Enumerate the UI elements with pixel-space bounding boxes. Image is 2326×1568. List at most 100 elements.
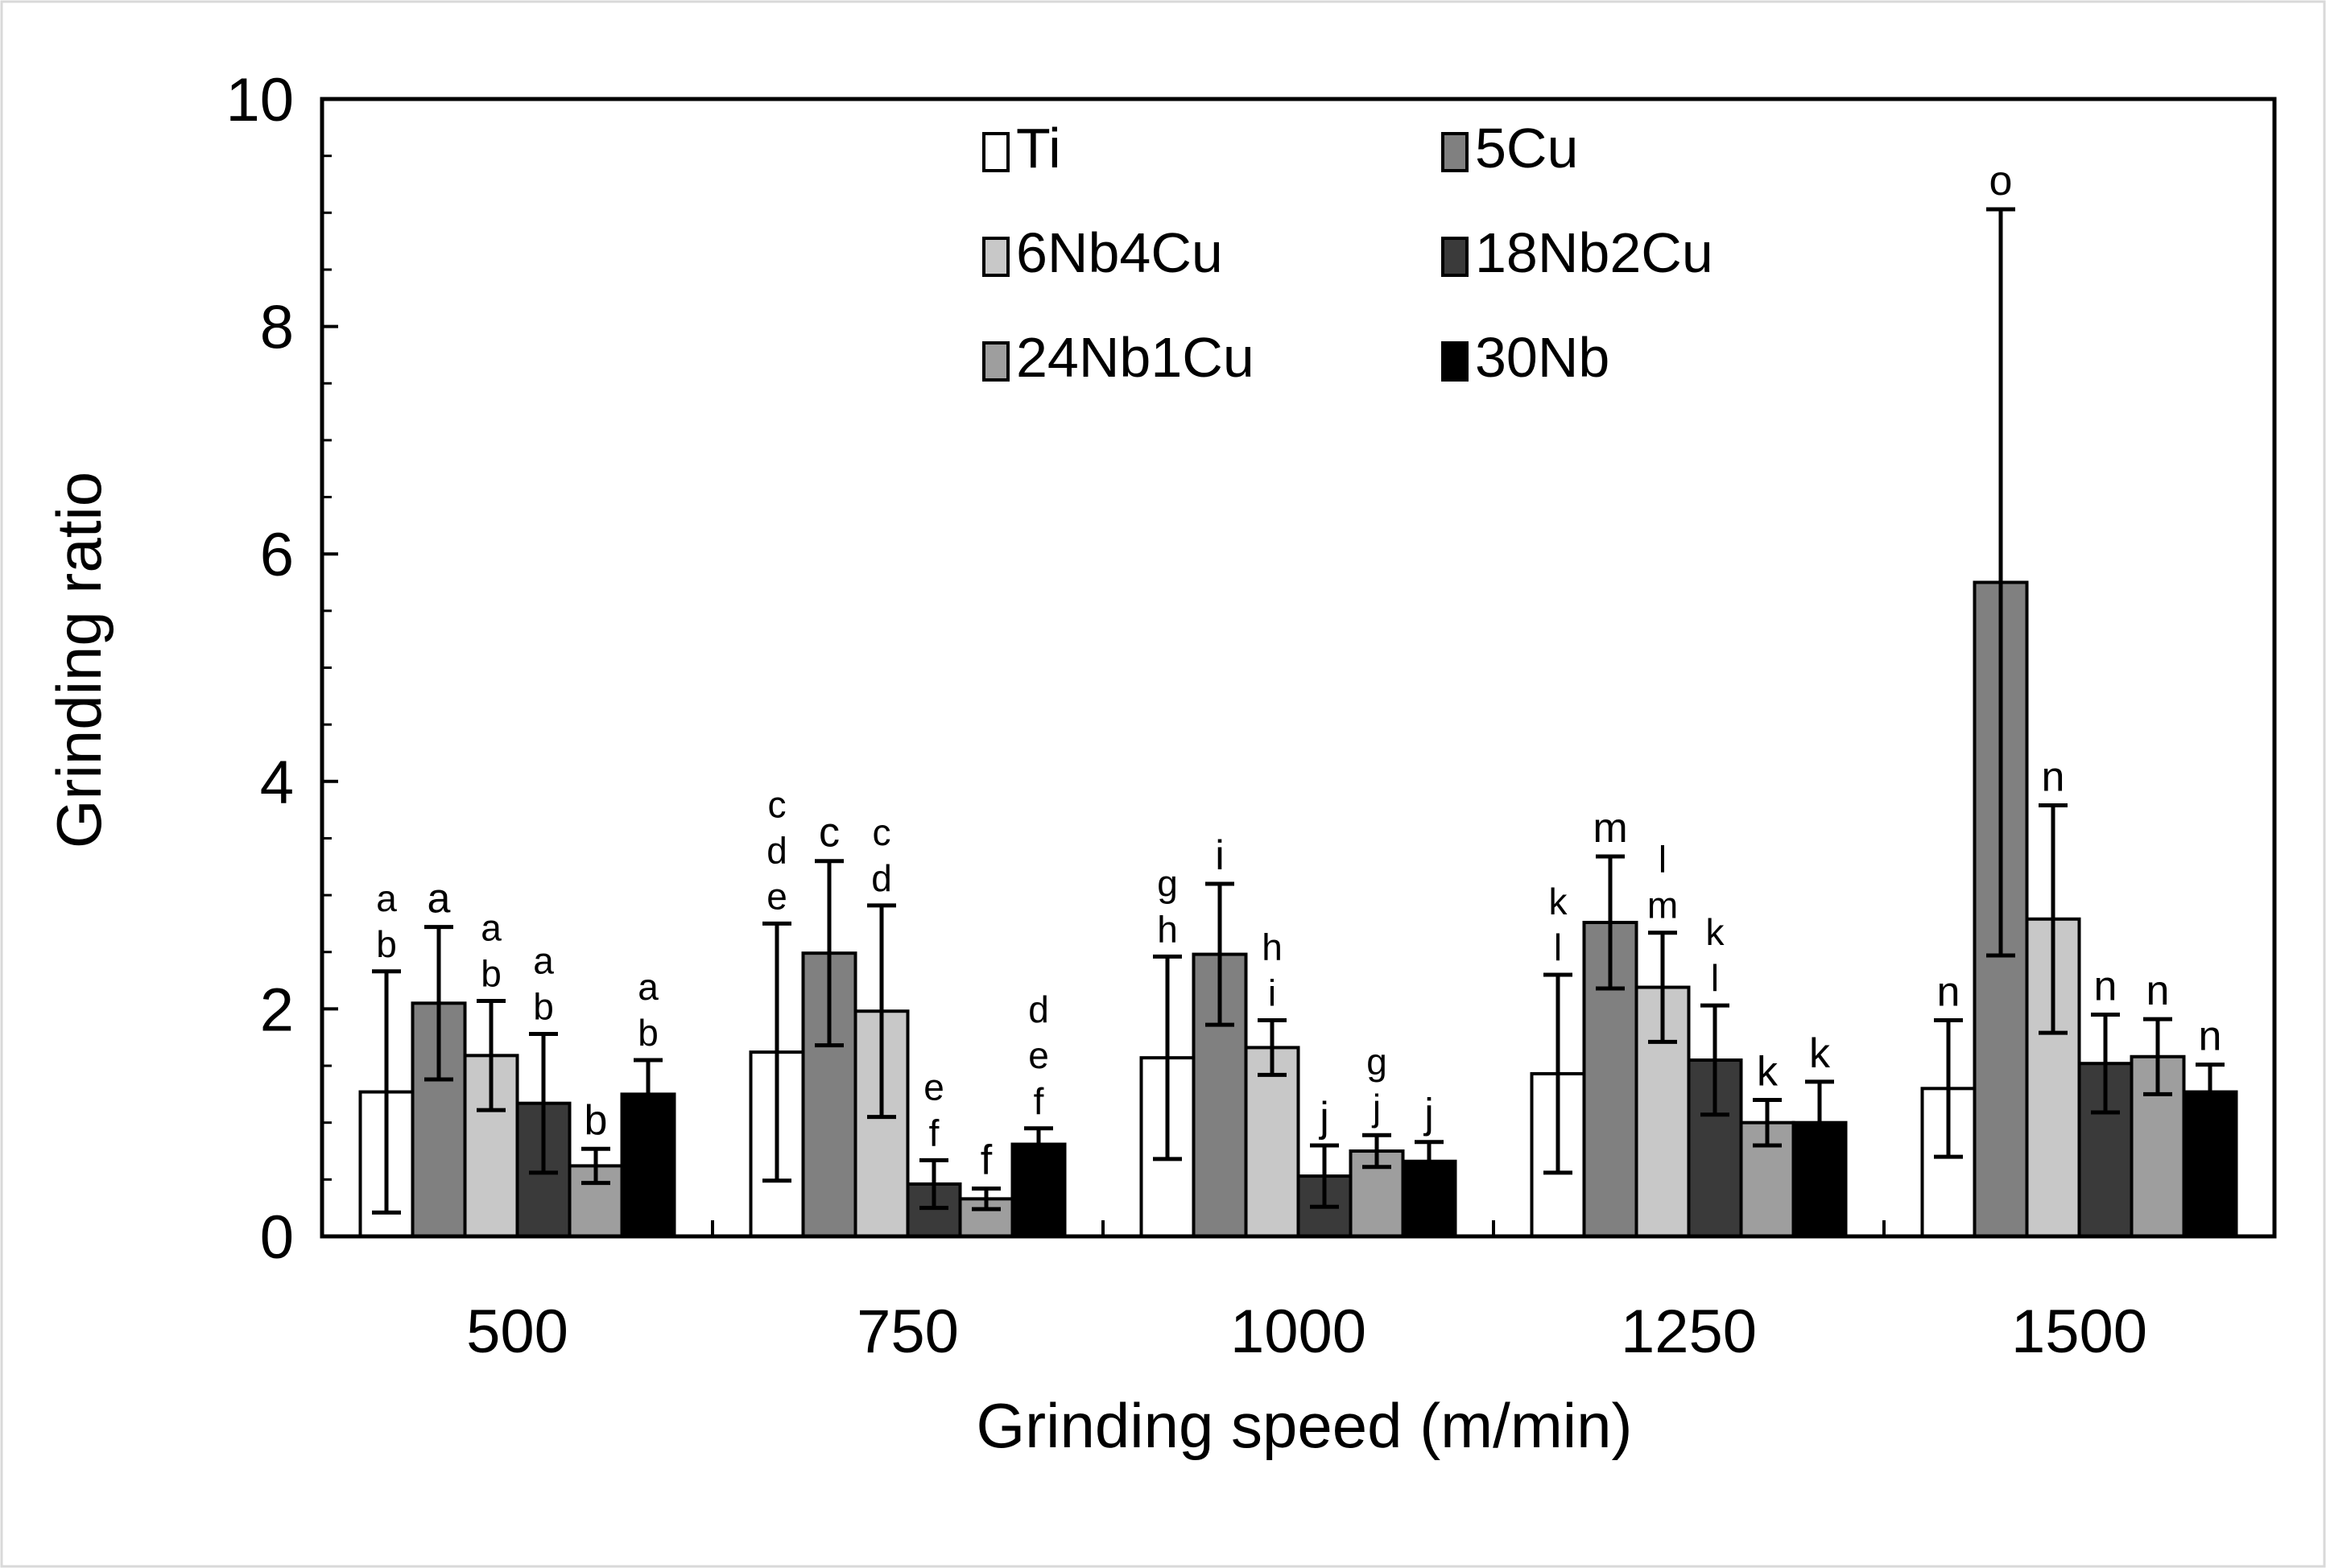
significance-letter-line: f bbox=[981, 1137, 993, 1184]
y-tick-label-6: 6 bbox=[260, 521, 294, 589]
significance-letter-line: a bbox=[481, 907, 502, 949]
legend-swatch-18nb2cu bbox=[1441, 237, 1469, 277]
significance-letter-line: k bbox=[1809, 1030, 1831, 1077]
y-tick-label-4: 4 bbox=[260, 749, 294, 817]
significance-letter-line: b bbox=[481, 953, 502, 995]
axes-layer: 0 2 4 6 8 10 500 750 1000 1250 1500 bbox=[225, 66, 2277, 1366]
y-tick-label-2: 2 bbox=[260, 976, 294, 1044]
labels-layer: a baa b a bba bc d ec c de ffd e fg hih ijg j jk lml mk lk k… bbox=[376, 158, 2221, 1184]
legend-swatch-24nb1cu bbox=[982, 341, 1010, 382]
significance-letter-line: d bbox=[766, 829, 787, 871]
legend-label-30nb: 30Nb bbox=[1475, 326, 1609, 389]
legend: Ti 5Cu 6Nb4Cu 18Nb2Cu 24Nb1Cu 30Nb bbox=[982, 117, 1713, 389]
significance-letter-6nb4cu-1500: n bbox=[2042, 753, 2065, 800]
significance-letter-line: l bbox=[1659, 839, 1667, 881]
y-tick-label-0: 0 bbox=[260, 1203, 294, 1272]
significance-letter-line: g bbox=[1157, 862, 1178, 904]
significance-letter-line: l bbox=[1554, 926, 1562, 968]
significance-letter-30nb-1000: j bbox=[1423, 1091, 1434, 1137]
significance-letter-line: c bbox=[768, 783, 787, 825]
legend-swatch-5cu bbox=[1441, 132, 1469, 172]
bars-layer bbox=[358, 207, 2238, 1239]
significance-letter-line: n bbox=[1937, 969, 1960, 1016]
significance-letter-5cu-1000: i bbox=[1215, 832, 1225, 879]
y-tick-label-8: 8 bbox=[260, 294, 294, 362]
significance-letter-line: m bbox=[1647, 885, 1678, 926]
significance-letter-line: k bbox=[1549, 881, 1568, 922]
significance-letter-line: j bbox=[1318, 1094, 1329, 1141]
significance-letter-line: n bbox=[2146, 968, 2170, 1014]
significance-letter-18nb2cu-1500: n bbox=[2094, 963, 2117, 1009]
significance-letter-line: i bbox=[1215, 832, 1225, 879]
significance-letter-line: f bbox=[1034, 1080, 1044, 1122]
significance-letter-5cu-750: c bbox=[819, 810, 840, 856]
x-tick-label-750: 750 bbox=[857, 1298, 959, 1366]
legend-swatch-ti bbox=[982, 132, 1010, 172]
significance-letter-line: f bbox=[929, 1112, 940, 1153]
significance-letter-line: j bbox=[1371, 1087, 1381, 1129]
significance-letter-line: g bbox=[1366, 1041, 1387, 1083]
significance-letter-24nb1cu-500: b bbox=[585, 1097, 608, 1144]
significance-letter-30nb-1500: n bbox=[2199, 1013, 2222, 1060]
significance-letter-line: b bbox=[638, 1012, 659, 1054]
significance-letter-line: i bbox=[1268, 972, 1276, 1014]
significance-letter-line: b bbox=[376, 923, 397, 965]
significance-letter-line: c bbox=[819, 810, 840, 856]
significance-letter-5cu-1250: m bbox=[1593, 805, 1627, 852]
y-axis-title: Grinding ratio bbox=[43, 472, 114, 848]
x-tick-label-1250: 1250 bbox=[1621, 1298, 1757, 1366]
legend-swatch-30nb bbox=[1441, 341, 1469, 382]
significance-letter-line: c bbox=[873, 811, 891, 853]
significance-letter-line: o bbox=[1989, 158, 2013, 204]
significance-letter-line: n bbox=[2199, 1013, 2222, 1060]
significance-letter-line: e bbox=[766, 875, 787, 917]
legend-swatch-6nb4cu bbox=[982, 237, 1010, 277]
significance-letter-line: j bbox=[1423, 1091, 1434, 1137]
significance-letter-line: d bbox=[871, 857, 892, 899]
significance-letter-line: m bbox=[1593, 805, 1627, 852]
significance-letter-line: b bbox=[585, 1097, 608, 1144]
y-tick-label-10: 10 bbox=[225, 66, 294, 134]
significance-letter-24nb1cu-1250: k bbox=[1757, 1048, 1779, 1095]
significance-letter-line: a bbox=[638, 966, 659, 1008]
legend-label-24nb1cu: 24Nb1Cu bbox=[1016, 326, 1254, 389]
significance-letter-line: k bbox=[1706, 911, 1725, 953]
significance-letter-line: a bbox=[533, 939, 554, 981]
significance-letter-ti-1500: n bbox=[1937, 969, 1960, 1016]
bar-30nb-1000 bbox=[1401, 1159, 1457, 1238]
x-tick-label-1000: 1000 bbox=[1230, 1298, 1366, 1366]
significance-letter-line: h bbox=[1262, 926, 1283, 968]
significance-letter-line: k bbox=[1757, 1048, 1779, 1095]
legend-label-18nb2cu: 18Nb2Cu bbox=[1475, 221, 1713, 284]
x-tick-label-1500: 1500 bbox=[2011, 1298, 2147, 1366]
legend-label-ti: Ti bbox=[1016, 117, 1061, 179]
x-axis-title: Grinding speed (m/min) bbox=[977, 1390, 1633, 1461]
significance-letter-24nb1cu-750: f bbox=[981, 1137, 993, 1184]
significance-letter-line: a bbox=[428, 876, 451, 922]
significance-letter-line: d bbox=[1028, 988, 1049, 1030]
significance-letter-line: l bbox=[1711, 957, 1719, 999]
significance-letter-24nb1cu-1500: n bbox=[2146, 968, 2170, 1014]
significance-letter-5cu-500: a bbox=[428, 876, 451, 922]
legend-label-5cu: 5Cu bbox=[1475, 117, 1578, 179]
significance-letter-5cu-1500: o bbox=[1989, 158, 2013, 204]
significance-letter-line: e bbox=[1028, 1034, 1049, 1076]
significance-letter-line: a bbox=[376, 877, 397, 919]
significance-letter-line: h bbox=[1157, 908, 1178, 950]
